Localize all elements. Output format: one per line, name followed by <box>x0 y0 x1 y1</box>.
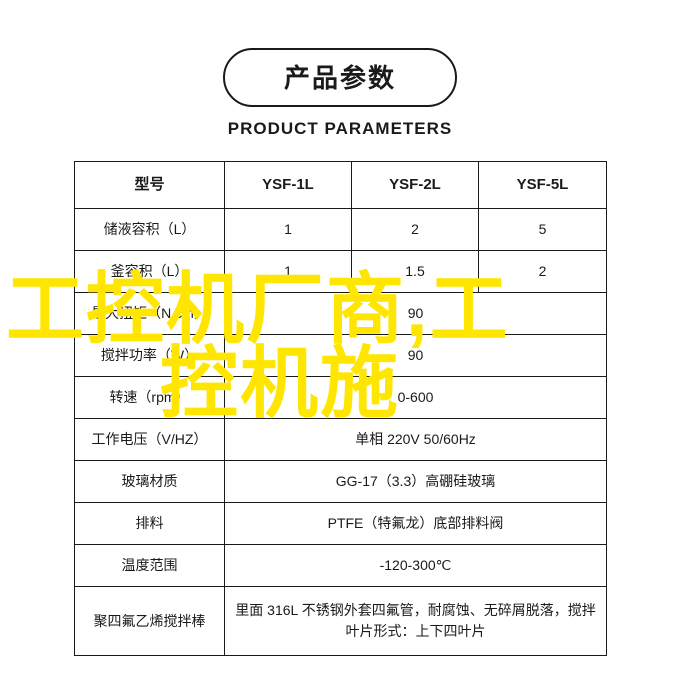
row-label: 搅拌功率（W） <box>75 335 225 377</box>
table-row: 玻璃材质GG-17（3.3）高硼硅玻璃 <box>75 461 607 503</box>
table-row: 搅拌功率（W）90 <box>75 335 607 377</box>
cell-value-span: PTFE（特氟龙）底部排料阀 <box>225 503 607 545</box>
spec-table: 型号 YSF-1L YSF-2L YSF-5L 储液容积（L）125釜容积（L）… <box>74 161 607 656</box>
table-row: 排料PTFE（特氟龙）底部排料阀 <box>75 503 607 545</box>
row-label: 玻璃材质 <box>75 461 225 503</box>
row-label: 转速（rpm） <box>75 377 225 419</box>
title-en: PRODUCT PARAMETERS <box>0 119 680 139</box>
cell-value: 1.5 <box>352 251 479 293</box>
title-pill: 产品参数 <box>223 48 457 107</box>
col-header: YSF-1L <box>225 162 352 209</box>
table-row: 聚四氟乙烯搅拌棒里面 316L 不锈钢外套四氟管，耐腐蚀、无碎屑脱落，搅拌叶片形… <box>75 587 607 656</box>
cell-value-span: GG-17（3.3）高硼硅玻璃 <box>225 461 607 503</box>
title-cn: 产品参数 <box>284 63 396 93</box>
cell-value-span: -120-300℃ <box>225 545 607 587</box>
table-row: 转速（rpm）0-600 <box>75 377 607 419</box>
row-label: 釜容积（L） <box>75 251 225 293</box>
page-container: 产品参数 PRODUCT PARAMETERS 型号 YSF-1L YSF-2L… <box>0 48 680 656</box>
table-body: 储液容积（L）125釜容积（L）11.52最大扭矩（N.cm）90搅拌功率（W）… <box>75 209 607 656</box>
col-header: YSF-5L <box>479 162 607 209</box>
col-header: 型号 <box>75 162 225 209</box>
cell-value: 5 <box>479 209 607 251</box>
cell-value-span: 0-600 <box>225 377 607 419</box>
row-label: 储液容积（L） <box>75 209 225 251</box>
row-label: 聚四氟乙烯搅拌棒 <box>75 587 225 656</box>
cell-value-span: 90 <box>225 293 607 335</box>
row-label: 温度范围 <box>75 545 225 587</box>
row-label: 排料 <box>75 503 225 545</box>
row-label: 最大扭矩（N.cm） <box>75 293 225 335</box>
table-row: 釜容积（L）11.52 <box>75 251 607 293</box>
cell-value-span: 90 <box>225 335 607 377</box>
row-label: 工作电压（V/HZ） <box>75 419 225 461</box>
col-header: YSF-2L <box>352 162 479 209</box>
table-row: 工作电压（V/HZ）单相 220V 50/60Hz <box>75 419 607 461</box>
cell-value: 1 <box>225 251 352 293</box>
table-header-row: 型号 YSF-1L YSF-2L YSF-5L <box>75 162 607 209</box>
cell-value-span: 里面 316L 不锈钢外套四氟管，耐腐蚀、无碎屑脱落，搅拌叶片形式：上下四叶片 <box>225 587 607 656</box>
spec-table-wrap: 型号 YSF-1L YSF-2L YSF-5L 储液容积（L）125釜容积（L）… <box>74 161 606 656</box>
table-row: 储液容积（L）125 <box>75 209 607 251</box>
cell-value: 1 <box>225 209 352 251</box>
cell-value: 2 <box>479 251 607 293</box>
cell-value: 2 <box>352 209 479 251</box>
cell-value-span: 单相 220V 50/60Hz <box>225 419 607 461</box>
table-row: 最大扭矩（N.cm）90 <box>75 293 607 335</box>
table-row: 温度范围-120-300℃ <box>75 545 607 587</box>
